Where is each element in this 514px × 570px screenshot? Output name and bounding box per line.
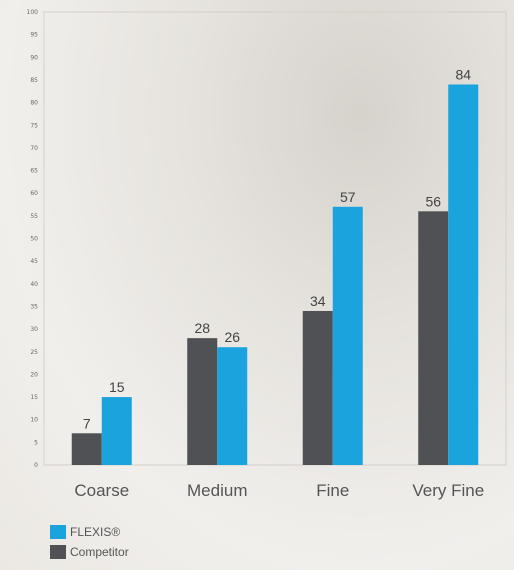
legend-label-competitor: Competitor bbox=[70, 545, 129, 559]
bar bbox=[418, 211, 449, 465]
y-tick-label: 35 bbox=[30, 303, 38, 310]
y-tick-label: 10 bbox=[30, 417, 38, 424]
legend-item-flexis: FLEXIS® bbox=[50, 525, 120, 539]
data-label: 15 bbox=[109, 379, 125, 395]
y-tick-label: 90 bbox=[30, 54, 38, 61]
y-tick-label: 80 bbox=[30, 100, 38, 107]
x-tick-label: Fine bbox=[316, 481, 349, 500]
bar bbox=[101, 397, 132, 465]
data-label: 57 bbox=[340, 189, 356, 205]
y-tick-label: 30 bbox=[30, 326, 38, 333]
x-tick-label: Very Fine bbox=[412, 481, 484, 500]
y-tick-label: 15 bbox=[30, 394, 38, 401]
bar bbox=[448, 84, 479, 465]
y-tick-label: 5 bbox=[34, 439, 38, 446]
bar bbox=[302, 310, 333, 465]
legend-swatch-flexis bbox=[50, 525, 66, 539]
y-tick-label: 55 bbox=[30, 213, 38, 220]
bar bbox=[187, 338, 218, 465]
y-tick-label: 40 bbox=[30, 281, 38, 288]
data-label: 26 bbox=[224, 329, 240, 345]
y-tick-label: 50 bbox=[30, 236, 38, 243]
data-label: 28 bbox=[194, 320, 210, 336]
data-label: 84 bbox=[455, 66, 471, 82]
data-label: 34 bbox=[310, 293, 326, 309]
legend-item-competitor: Competitor bbox=[50, 545, 129, 559]
y-tick-label: 60 bbox=[30, 190, 38, 197]
bar bbox=[217, 347, 248, 465]
y-tick-label: 100 bbox=[27, 9, 39, 16]
y-tick-label: 65 bbox=[30, 168, 38, 175]
y-tick-label: 0 bbox=[34, 462, 38, 469]
bar bbox=[332, 206, 363, 466]
y-tick-label: 70 bbox=[30, 145, 38, 152]
bar bbox=[71, 433, 102, 465]
data-label: 7 bbox=[83, 415, 91, 431]
x-tick-label: Medium bbox=[187, 481, 247, 500]
y-tick-label: 85 bbox=[30, 77, 38, 84]
y-tick-label: 20 bbox=[30, 371, 38, 378]
y-tick-label: 45 bbox=[30, 258, 38, 265]
y-tick-label: 25 bbox=[30, 349, 38, 356]
data-label: 56 bbox=[425, 193, 441, 209]
legend-label-flexis: FLEXIS® bbox=[70, 525, 121, 539]
y-tick-label: 95 bbox=[30, 32, 38, 39]
y-tick-label: 75 bbox=[30, 122, 38, 129]
legend-swatch-competitor bbox=[50, 545, 66, 559]
plot-frame bbox=[43, 11, 507, 466]
x-tick-label: Coarse bbox=[74, 481, 129, 500]
